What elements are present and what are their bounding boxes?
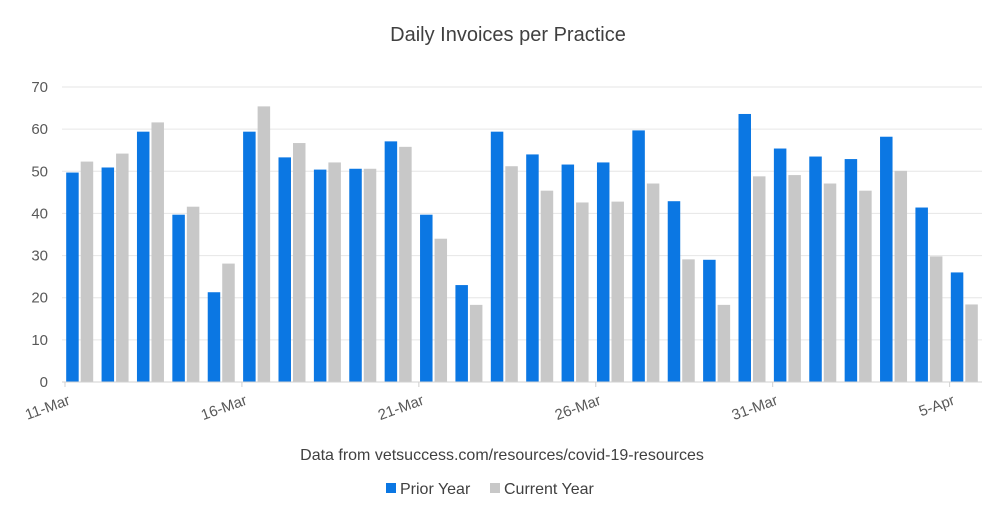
bar-current-year	[186, 206, 200, 382]
bar-prior-year	[420, 214, 433, 382]
x-tick-label: 31-Mar	[730, 392, 780, 424]
bar-prior-year	[596, 162, 610, 382]
bar-prior-year	[915, 207, 928, 382]
bar-prior-year	[561, 164, 575, 382]
x-tick-label: 11-Mar	[23, 392, 72, 424]
bar-prior-year	[844, 159, 858, 382]
bar-prior-year	[950, 272, 964, 382]
bar-prior-year	[384, 141, 398, 382]
bar-current-year	[929, 256, 943, 382]
bar-current-year	[257, 106, 271, 382]
bar-current-year	[646, 183, 660, 382]
y-tick-label: 10	[31, 332, 48, 349]
bar-current-year	[540, 190, 554, 382]
y-tick-label: 40	[31, 205, 48, 222]
bar-prior-year	[243, 131, 256, 382]
bar-current-year	[717, 304, 731, 382]
bar-current-year	[859, 190, 872, 382]
bar-prior-year	[738, 113, 751, 382]
bar-prior-year	[172, 214, 185, 382]
bar-prior-year	[773, 148, 787, 382]
bar-current-year	[151, 122, 164, 383]
bar-current-year	[80, 161, 94, 382]
bar-prior-year	[703, 259, 716, 382]
bar-current-year	[682, 259, 695, 382]
gridlines	[62, 86, 982, 341]
bar-prior-year	[809, 156, 822, 382]
legend: Prior Year Current Year	[386, 481, 595, 498]
bar-current-year	[293, 143, 306, 382]
bar-prior-year	[880, 136, 893, 382]
y-tick-label: 30	[31, 248, 48, 265]
bar-current-year	[116, 153, 129, 382]
bar-current-year	[469, 304, 483, 382]
legend-swatch-current-year	[490, 483, 500, 493]
x-tick-label: 5-Apr	[917, 392, 957, 421]
bar-prior-year	[66, 172, 79, 382]
legend-label-prior-year: Prior Year	[400, 481, 471, 498]
y-tick-label: 60	[31, 121, 48, 138]
chart-title: Daily Invoices per Practice	[390, 24, 626, 46]
bar-prior-year	[526, 154, 539, 382]
x-tick-label: 21-Mar	[376, 392, 426, 424]
bar-current-year	[753, 176, 766, 382]
bar-current-year	[399, 146, 412, 382]
bar-current-year	[894, 170, 908, 382]
bar-current-year	[434, 238, 448, 382]
bar-prior-year	[455, 285, 468, 382]
bar-current-year	[363, 168, 377, 382]
bar-current-year	[222, 263, 235, 382]
y-tick-label: 50	[31, 163, 48, 180]
bar-prior-year	[313, 169, 327, 382]
y-axis: 0 10 20 30 40 50 60 70	[31, 79, 48, 391]
bar-prior-year	[349, 168, 362, 382]
bars	[66, 106, 978, 383]
bar-prior-year	[207, 292, 221, 382]
bar-current-year	[823, 183, 837, 382]
bar-prior-year	[278, 157, 291, 382]
bar-prior-year	[136, 131, 150, 382]
y-tick-label: 70	[31, 79, 48, 96]
bar-prior-year	[490, 131, 504, 382]
y-tick-label: 0	[40, 374, 48, 391]
bar-current-year	[328, 162, 341, 382]
x-tick-label: 16-Mar	[199, 392, 249, 424]
bar-prior-year	[101, 167, 115, 382]
legend-swatch-prior-year	[386, 483, 396, 493]
bar-current-year	[576, 202, 589, 382]
bar-current-year	[965, 304, 978, 382]
legend-label-current-year: Current Year	[504, 481, 595, 498]
bar-current-year	[788, 175, 801, 382]
bar-current-year	[505, 166, 518, 382]
bar-prior-year	[667, 201, 681, 382]
y-tick-label: 20	[31, 290, 48, 307]
x-axis: 11-Mar 16-Mar 21-Mar 26-Mar 31-Mar 5-Apr	[23, 381, 982, 424]
bar-current-year	[611, 201, 624, 382]
bar-prior-year	[632, 130, 645, 382]
source-note: Data from vetsuccess.com/resources/covid…	[300, 447, 704, 464]
x-tick-label: 26-Mar	[553, 392, 603, 424]
